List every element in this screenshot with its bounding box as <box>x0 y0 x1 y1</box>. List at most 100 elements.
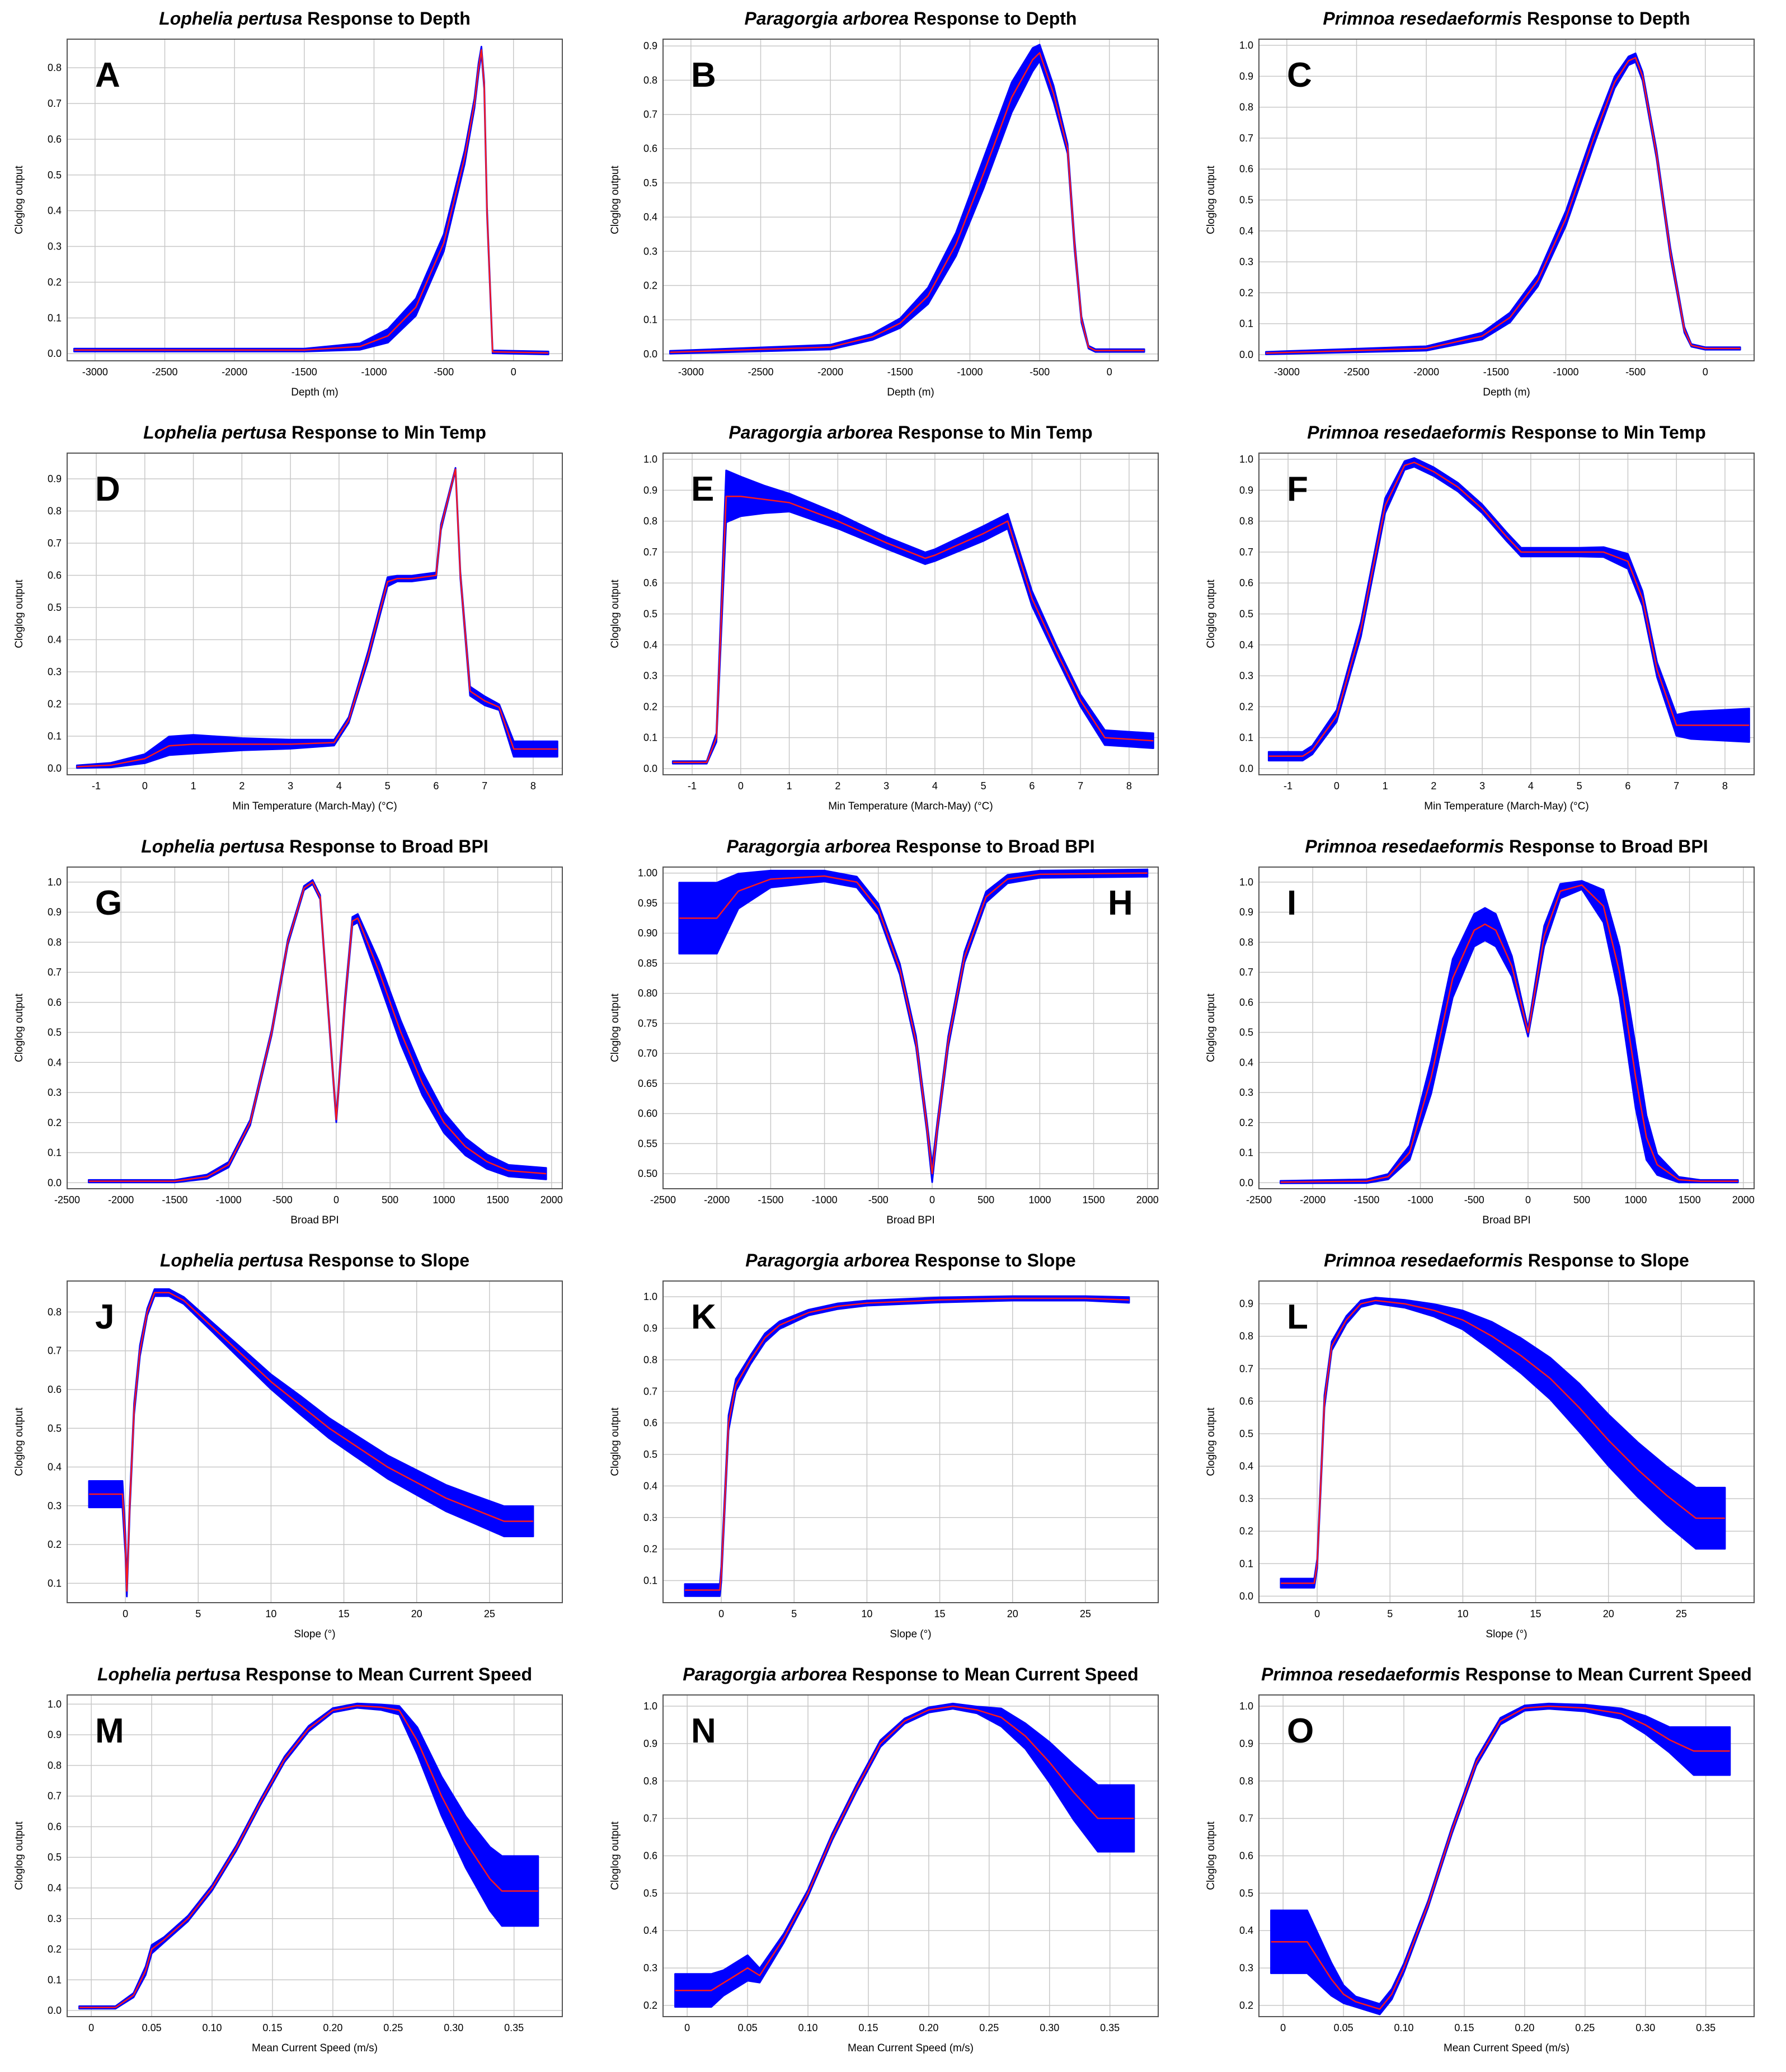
x-tick-label: 0.05 <box>738 2022 758 2033</box>
mean-response-line <box>675 1705 1134 1991</box>
y-tick-label: 0.4 <box>48 1882 62 1894</box>
title-rest: Response to Slope <box>1523 1250 1689 1270</box>
title-species: Paragorgia arborea <box>683 1664 847 1684</box>
panel-title: Paragorgia arborea Response to Depth <box>745 8 1077 29</box>
x-tick-label: 2000 <box>540 1194 563 1205</box>
y-axis-label: Cloglog output <box>1205 166 1217 234</box>
panel-G: Lophelia pertusa Response to Broad BPI -2… <box>13 836 563 1226</box>
panel-title: Primnoa resedaeformis Response to Broad … <box>1305 836 1708 856</box>
y-tick-label: 0.5 <box>643 1449 657 1460</box>
x-tick-label: -2000 <box>1300 1194 1326 1205</box>
x-tick-label: 7 <box>1078 780 1083 792</box>
y-tick-label: 0.80 <box>638 988 657 999</box>
plot-area <box>663 867 1158 1189</box>
panel-title: Primnoa resedaeformis Response to Depth <box>1323 8 1690 29</box>
title-species: Paragorgia arborea <box>728 422 892 442</box>
x-tick-label: 1 <box>191 780 196 792</box>
y-tick-label: 0.7 <box>48 538 62 549</box>
panel-D: Lophelia pertusa Response to Min Temp -1 0… <box>13 422 563 812</box>
y-tick-label: 0.9 <box>1239 907 1253 918</box>
x-tick-label: -3000 <box>1274 366 1300 378</box>
y-axis-label: Cloglog output <box>609 1821 621 1890</box>
y-tick-label: 0.7 <box>643 109 657 120</box>
y-tick-label: 0.1 <box>1239 732 1253 743</box>
y-tick-label: 0.8 <box>1239 516 1253 527</box>
x-tick-label: -1 <box>688 780 697 792</box>
x-tick-label: 1 <box>1383 780 1388 792</box>
x-tick-label: 0.10 <box>798 2022 818 2033</box>
y-tick-label: 1.0 <box>643 454 657 465</box>
y-tick-label: 0.5 <box>48 602 62 613</box>
x-axis-label: Slope (°) <box>890 1628 931 1640</box>
y-tick-label: 0.9 <box>48 907 62 918</box>
y-tick-label: 1.0 <box>643 1291 657 1302</box>
x-tick-label: -1500 <box>1353 1194 1379 1205</box>
plot-frame <box>67 39 563 361</box>
mean-response-line <box>673 496 1154 764</box>
y-tick-label: 0.2 <box>48 1539 62 1550</box>
x-tick-label: 3 <box>883 780 889 792</box>
y-tick-label: 0.4 <box>48 634 62 646</box>
panel-A: Lophelia pertusa Response to Depth -3000 -… <box>13 8 563 398</box>
confidence-band <box>1280 880 1739 1184</box>
x-tick-label: 4 <box>932 780 938 792</box>
y-tick-label: 0.3 <box>643 1512 657 1523</box>
plot-area <box>67 1281 562 1603</box>
x-tick-label: 0 <box>1107 366 1112 378</box>
x-tick-label: -1000 <box>1408 1194 1434 1205</box>
plot-frame <box>1258 453 1755 775</box>
x-tick-label: 2 <box>835 780 840 792</box>
title-species: Primnoa resedaeformis <box>1323 8 1522 29</box>
x-tick-label: -2000 <box>1413 366 1439 378</box>
confidence-band <box>1265 52 1741 355</box>
x-tick-label: 7 <box>482 780 487 792</box>
panel-letter: I <box>1287 884 1296 922</box>
y-tick-label: 0.5 <box>48 1027 62 1038</box>
y-tick-label: 0.75 <box>638 1018 657 1029</box>
y-tick-label: 0.0 <box>48 1177 62 1188</box>
y-axis-label: Cloglog output <box>13 1821 25 1890</box>
x-tick-label: 0.15 <box>1454 2022 1474 2033</box>
y-tick-label: 0.85 <box>638 958 657 969</box>
x-tick-label: -1500 <box>162 1194 187 1205</box>
plot-area <box>67 453 562 775</box>
plot-frame <box>1258 867 1755 1189</box>
panel-J: Lophelia pertusa Response to Slope 0 5 10 15… <box>13 1250 563 1640</box>
y-tick-label: 0.2 <box>48 1117 62 1128</box>
x-tick-label: 500 <box>1573 1194 1590 1205</box>
panel-title: Lophelia pertusa Response to Min Temp <box>143 422 486 442</box>
mean-response-line <box>79 1704 538 2008</box>
y-tick-label: 0.6 <box>1239 1850 1253 1862</box>
x-tick-label: 2 <box>239 780 245 792</box>
panel-E: Paragorgia arborea Response to Min Temp -… <box>609 422 1159 812</box>
y-tick-label: 1.0 <box>1239 1701 1253 1712</box>
panel-C: Primnoa resedaeformis Response to Depth -… <box>1205 8 1755 398</box>
y-tick-label: 0.5 <box>1239 1428 1253 1439</box>
y-tick-label: 0.8 <box>1239 1776 1253 1787</box>
plot-frame <box>67 1280 563 1603</box>
x-tick-label: 0.15 <box>262 2022 282 2033</box>
y-tick-label: 0.8 <box>643 1354 657 1365</box>
y-tick-label: 0.1 <box>643 1575 657 1586</box>
y-tick-label: 0.6 <box>48 1384 62 1395</box>
panel-letter: E <box>691 470 714 508</box>
x-tick-label: 1000 <box>1624 1194 1647 1205</box>
x-tick-label: 0 <box>511 366 516 378</box>
x-tick-label: -2500 <box>1246 1194 1272 1205</box>
x-tick-label: 0.25 <box>383 2022 403 2033</box>
y-tick-label: 0.6 <box>643 577 657 588</box>
x-tick-label: 0.25 <box>979 2022 999 2033</box>
y-tick-label: 0.2 <box>48 276 62 288</box>
plot-frame <box>1258 1694 1755 2017</box>
y-tick-label: 0.9 <box>643 40 657 51</box>
title-rest: Response to Broad BPI <box>891 836 1095 856</box>
x-tick-label: 0 <box>929 1194 935 1205</box>
y-tick-label: 0.5 <box>1239 1887 1253 1899</box>
plot-area <box>67 867 562 1189</box>
y-tick-label: 0.60 <box>638 1108 657 1119</box>
y-tick-label: 0.6 <box>643 143 657 154</box>
y-tick-label: 0.2 <box>48 1944 62 1955</box>
x-tick-label: 500 <box>977 1194 994 1205</box>
y-tick-label: 0.8 <box>48 506 62 517</box>
y-axis-label: Cloglog output <box>13 580 25 648</box>
